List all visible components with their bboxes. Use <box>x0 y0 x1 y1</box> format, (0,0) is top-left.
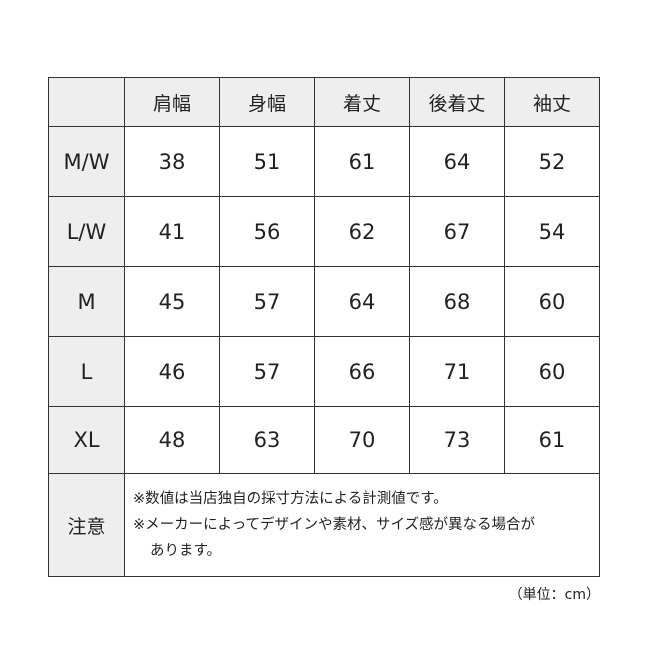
size-label: M/W <box>48 126 125 197</box>
header-length: 着丈 <box>314 77 410 127</box>
cell: 73 <box>409 406 505 474</box>
header-chest: 身幅 <box>219 77 315 127</box>
cell: 57 <box>219 266 315 337</box>
note-line: ※数値は当店独自の採寸方法による計測値です。 <box>133 491 448 507</box>
header-row: 肩幅 身幅 着丈 後着丈 袖丈 <box>48 77 600 127</box>
header-corner <box>48 77 125 127</box>
cell: 48 <box>124 406 220 474</box>
cell: 56 <box>219 196 315 267</box>
size-label: L/W <box>48 196 125 267</box>
cell: 61 <box>504 406 600 474</box>
note-line: あります。 <box>150 543 222 559</box>
cell: 64 <box>314 266 410 337</box>
size-label: M <box>48 266 125 337</box>
note-text: ※数値は当店独自の採寸方法による計測値です。 ※メーカーによってデザインや素材、… <box>124 473 600 577</box>
cell: 45 <box>124 266 220 337</box>
size-label: XL <box>48 406 125 474</box>
cell: 70 <box>314 406 410 474</box>
cell: 46 <box>124 336 220 407</box>
note-line: ※メーカーによってデザインや素材、サイズ感が異なる場合が <box>133 517 536 533</box>
note-label: 注意 <box>48 473 125 577</box>
cell: 66 <box>314 336 410 407</box>
cell: 61 <box>314 126 410 197</box>
unit-label: （単位：cm） <box>508 587 600 603</box>
cell: 64 <box>409 126 505 197</box>
table-row: M/W 38 51 61 64 52 <box>48 126 600 197</box>
size-chart-table: 肩幅 身幅 着丈 後着丈 袖丈 M/W 38 51 61 64 52 L/W 4… <box>48 77 600 577</box>
table-row: XL 48 63 70 73 61 <box>48 406 600 474</box>
size-label: L <box>48 336 125 407</box>
table-row: L/W 41 56 62 67 54 <box>48 196 600 267</box>
cell: 41 <box>124 196 220 267</box>
cell: 71 <box>409 336 505 407</box>
table-row: M 45 57 64 68 60 <box>48 266 600 337</box>
header-shoulder: 肩幅 <box>124 77 220 127</box>
cell: 51 <box>219 126 315 197</box>
cell: 54 <box>504 196 600 267</box>
table-row: L 46 57 66 71 60 <box>48 336 600 407</box>
header-back-length: 後着丈 <box>409 77 505 127</box>
cell: 68 <box>409 266 505 337</box>
cell: 57 <box>219 336 315 407</box>
cell: 60 <box>504 336 600 407</box>
cell: 67 <box>409 196 505 267</box>
cell: 63 <box>219 406 315 474</box>
header-sleeve: 袖丈 <box>504 77 600 127</box>
cell: 62 <box>314 196 410 267</box>
cell: 38 <box>124 126 220 197</box>
note-row: 注意 ※数値は当店独自の採寸方法による計測値です。 ※メーカーによってデザインや… <box>48 473 600 577</box>
cell: 60 <box>504 266 600 337</box>
cell: 52 <box>504 126 600 197</box>
